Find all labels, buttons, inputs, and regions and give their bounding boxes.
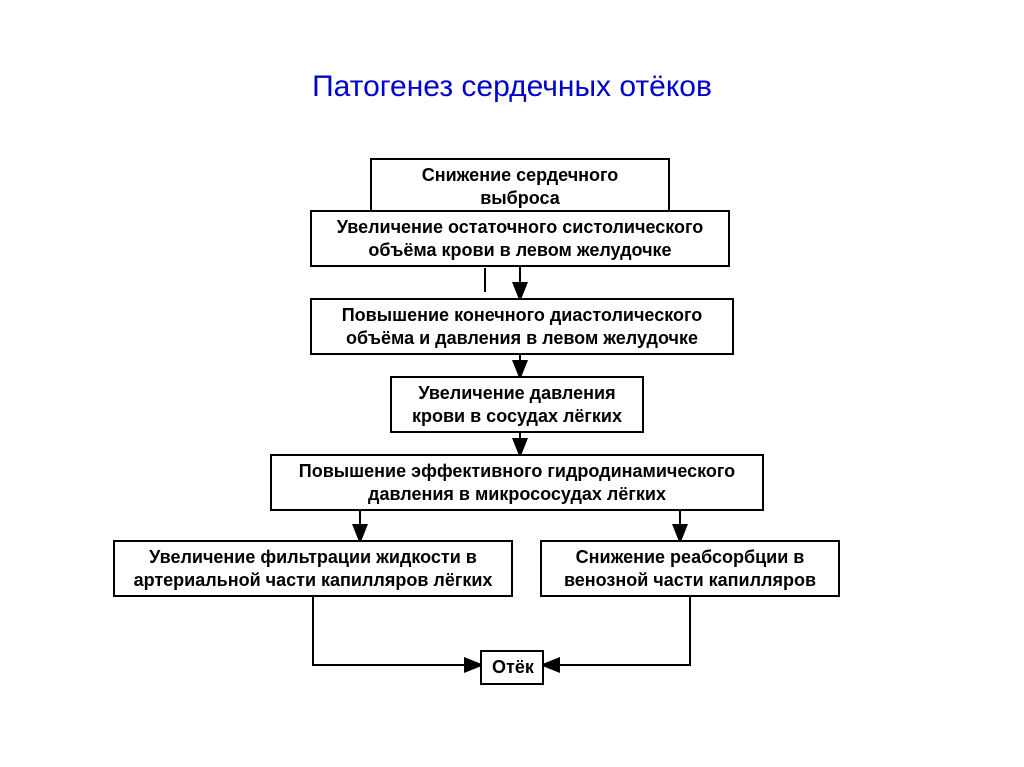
page-title: Патогенез сердечных отёков xyxy=(0,70,1024,104)
flowchart-node-n7: Снижение реабсорбции ввенозной части кап… xyxy=(540,540,840,597)
flowchart-node-n2: Увеличение остаточного систолическогообъ… xyxy=(310,210,730,267)
flowchart-node-n6: Увеличение фильтрации жидкости вартериал… xyxy=(113,540,513,597)
flowchart-node-n4: Увеличение давлениякрови в сосудах лёгки… xyxy=(390,376,644,433)
flowchart-node-n1: Снижение сердечного выброса xyxy=(370,158,670,215)
flowchart-node-n3: Повышение конечного диастолическогообъём… xyxy=(310,298,734,355)
flowchart-node-n8: Отёк xyxy=(480,650,544,685)
flowchart-node-n5: Повышение эффективного гидродинамическог… xyxy=(270,454,764,511)
